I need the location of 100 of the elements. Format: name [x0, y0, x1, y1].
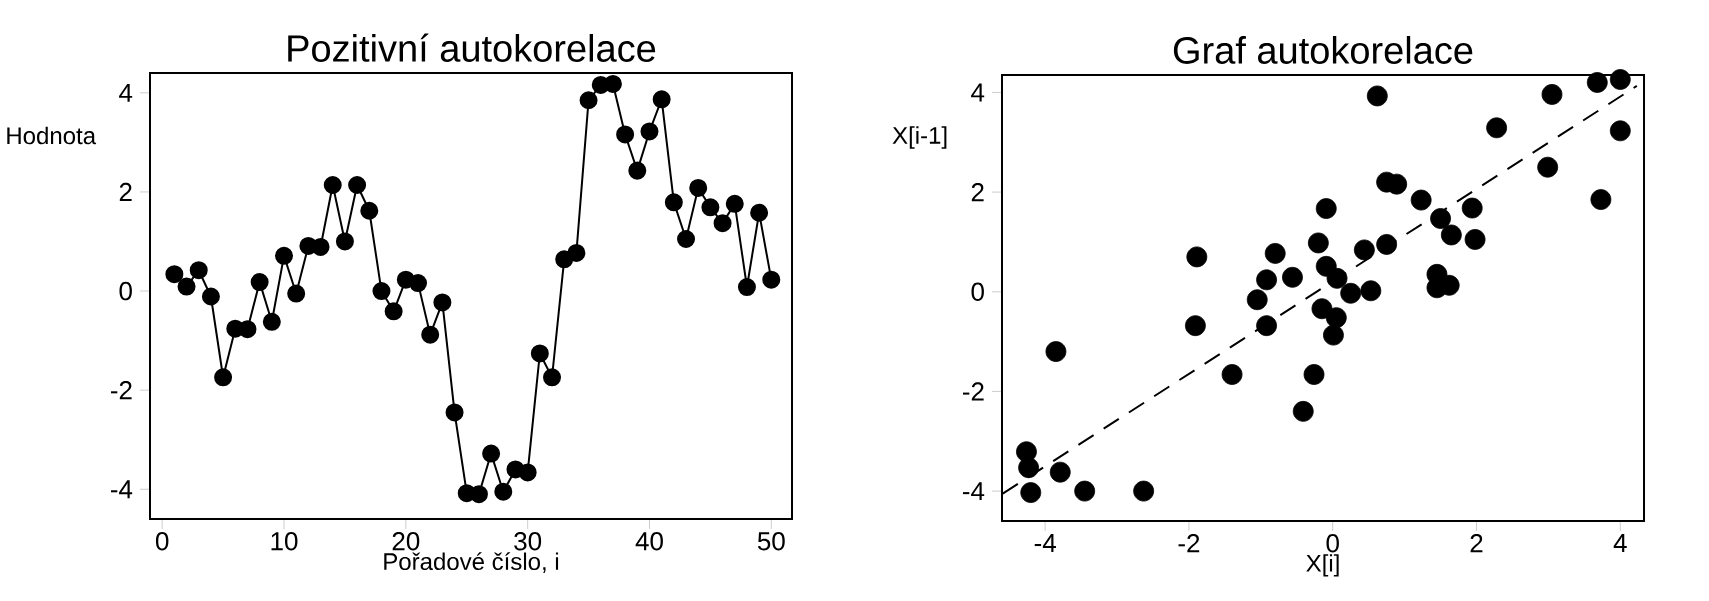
point: [1609, 120, 1631, 142]
x-tick-label: 20: [392, 532, 420, 551]
point: [1256, 315, 1277, 337]
x-tick-label: 50: [757, 532, 785, 551]
point: [482, 444, 501, 463]
point: [409, 274, 428, 293]
point: [1315, 198, 1337, 219]
y-tick-label: -2: [110, 381, 132, 400]
point: [1264, 243, 1286, 264]
point: [1045, 341, 1067, 362]
point: [1609, 69, 1631, 90]
point: [1185, 315, 1206, 337]
point: [433, 293, 452, 312]
point: [616, 125, 635, 144]
point: [1325, 307, 1347, 329]
chart-title: Graf autokorelace: [1173, 36, 1473, 64]
point: [1486, 117, 1508, 139]
point: [189, 261, 208, 280]
y-tick-label: 2: [971, 183, 984, 202]
point: [1537, 156, 1559, 178]
point: [445, 403, 464, 422]
point: [1541, 84, 1563, 105]
y-tick-label: -4: [962, 482, 985, 501]
point: [664, 193, 683, 212]
point: [1326, 267, 1348, 289]
point: [701, 198, 720, 217]
point: [1315, 255, 1337, 277]
point: [1461, 197, 1483, 219]
point: [689, 178, 708, 197]
point: [567, 243, 586, 262]
point: [1311, 298, 1333, 320]
x-tick-label: 10: [271, 532, 298, 551]
y-tick-label: 4: [971, 83, 985, 102]
point: [652, 90, 671, 109]
point: [1410, 189, 1432, 211]
x-axis-title: Pořadové číslo, i: [384, 552, 559, 573]
point: [1586, 72, 1608, 93]
y-tick-label: 4: [119, 83, 133, 102]
point: [1340, 282, 1362, 304]
point: [640, 122, 659, 141]
point: [1353, 239, 1375, 261]
x-tick-label: 2: [1470, 534, 1483, 553]
point: [262, 312, 281, 331]
y-axis-title: X[i-1]: [892, 126, 947, 149]
y-tick-label: 0: [971, 282, 984, 301]
point: [494, 482, 513, 501]
y-tick-label: 0: [119, 281, 132, 301]
point: [1020, 482, 1042, 503]
point: [1282, 266, 1303, 288]
point: [1074, 480, 1096, 502]
point: [287, 284, 306, 303]
point: [725, 194, 744, 213]
point: [1386, 173, 1408, 195]
point: [1307, 232, 1329, 254]
point: [530, 344, 549, 363]
point: [1440, 224, 1462, 246]
point: [250, 273, 269, 292]
point: [737, 278, 756, 297]
point: [1186, 246, 1208, 268]
point: [518, 463, 537, 482]
point: [1366, 85, 1388, 107]
x-tick-label: 0: [155, 532, 169, 551]
point: [1426, 277, 1448, 299]
point: [1133, 480, 1155, 502]
point: [165, 265, 184, 284]
point: [1376, 234, 1398, 255]
point: [384, 302, 403, 321]
y-tick-label: -2: [962, 382, 984, 401]
point: [421, 325, 440, 344]
point: [543, 368, 562, 387]
point: [1323, 324, 1344, 346]
point: [1430, 208, 1451, 229]
point: [713, 214, 732, 233]
x-tick-label: -2: [1178, 534, 1200, 553]
point: [750, 203, 769, 222]
point: [1292, 400, 1314, 422]
y-tick-label: 2: [119, 182, 132, 202]
point: [348, 176, 367, 194]
point: [1590, 189, 1612, 210]
point: [1256, 269, 1277, 291]
point: [275, 246, 294, 265]
point: [335, 232, 354, 251]
point: [1360, 280, 1382, 302]
point: [1246, 289, 1268, 311]
y-tick-label: -4: [110, 480, 133, 499]
x-tick-label: 0: [1326, 534, 1339, 553]
x-tick-label: 4: [1613, 534, 1627, 552]
point: [360, 201, 379, 220]
x-tick-label: -4: [1034, 534, 1056, 552]
point: [1221, 364, 1243, 385]
y-axis-title: Hodnota: [7, 126, 97, 145]
point: [201, 287, 220, 306]
x-axis-title: X[i]: [1306, 554, 1339, 577]
point: [762, 270, 781, 289]
point: [579, 91, 598, 110]
x-tick-label: 40: [635, 532, 663, 551]
point: [1018, 457, 1040, 479]
point: [214, 368, 233, 387]
chart-title: Pozitivní autokorelace: [288, 33, 656, 62]
point: [677, 230, 696, 249]
